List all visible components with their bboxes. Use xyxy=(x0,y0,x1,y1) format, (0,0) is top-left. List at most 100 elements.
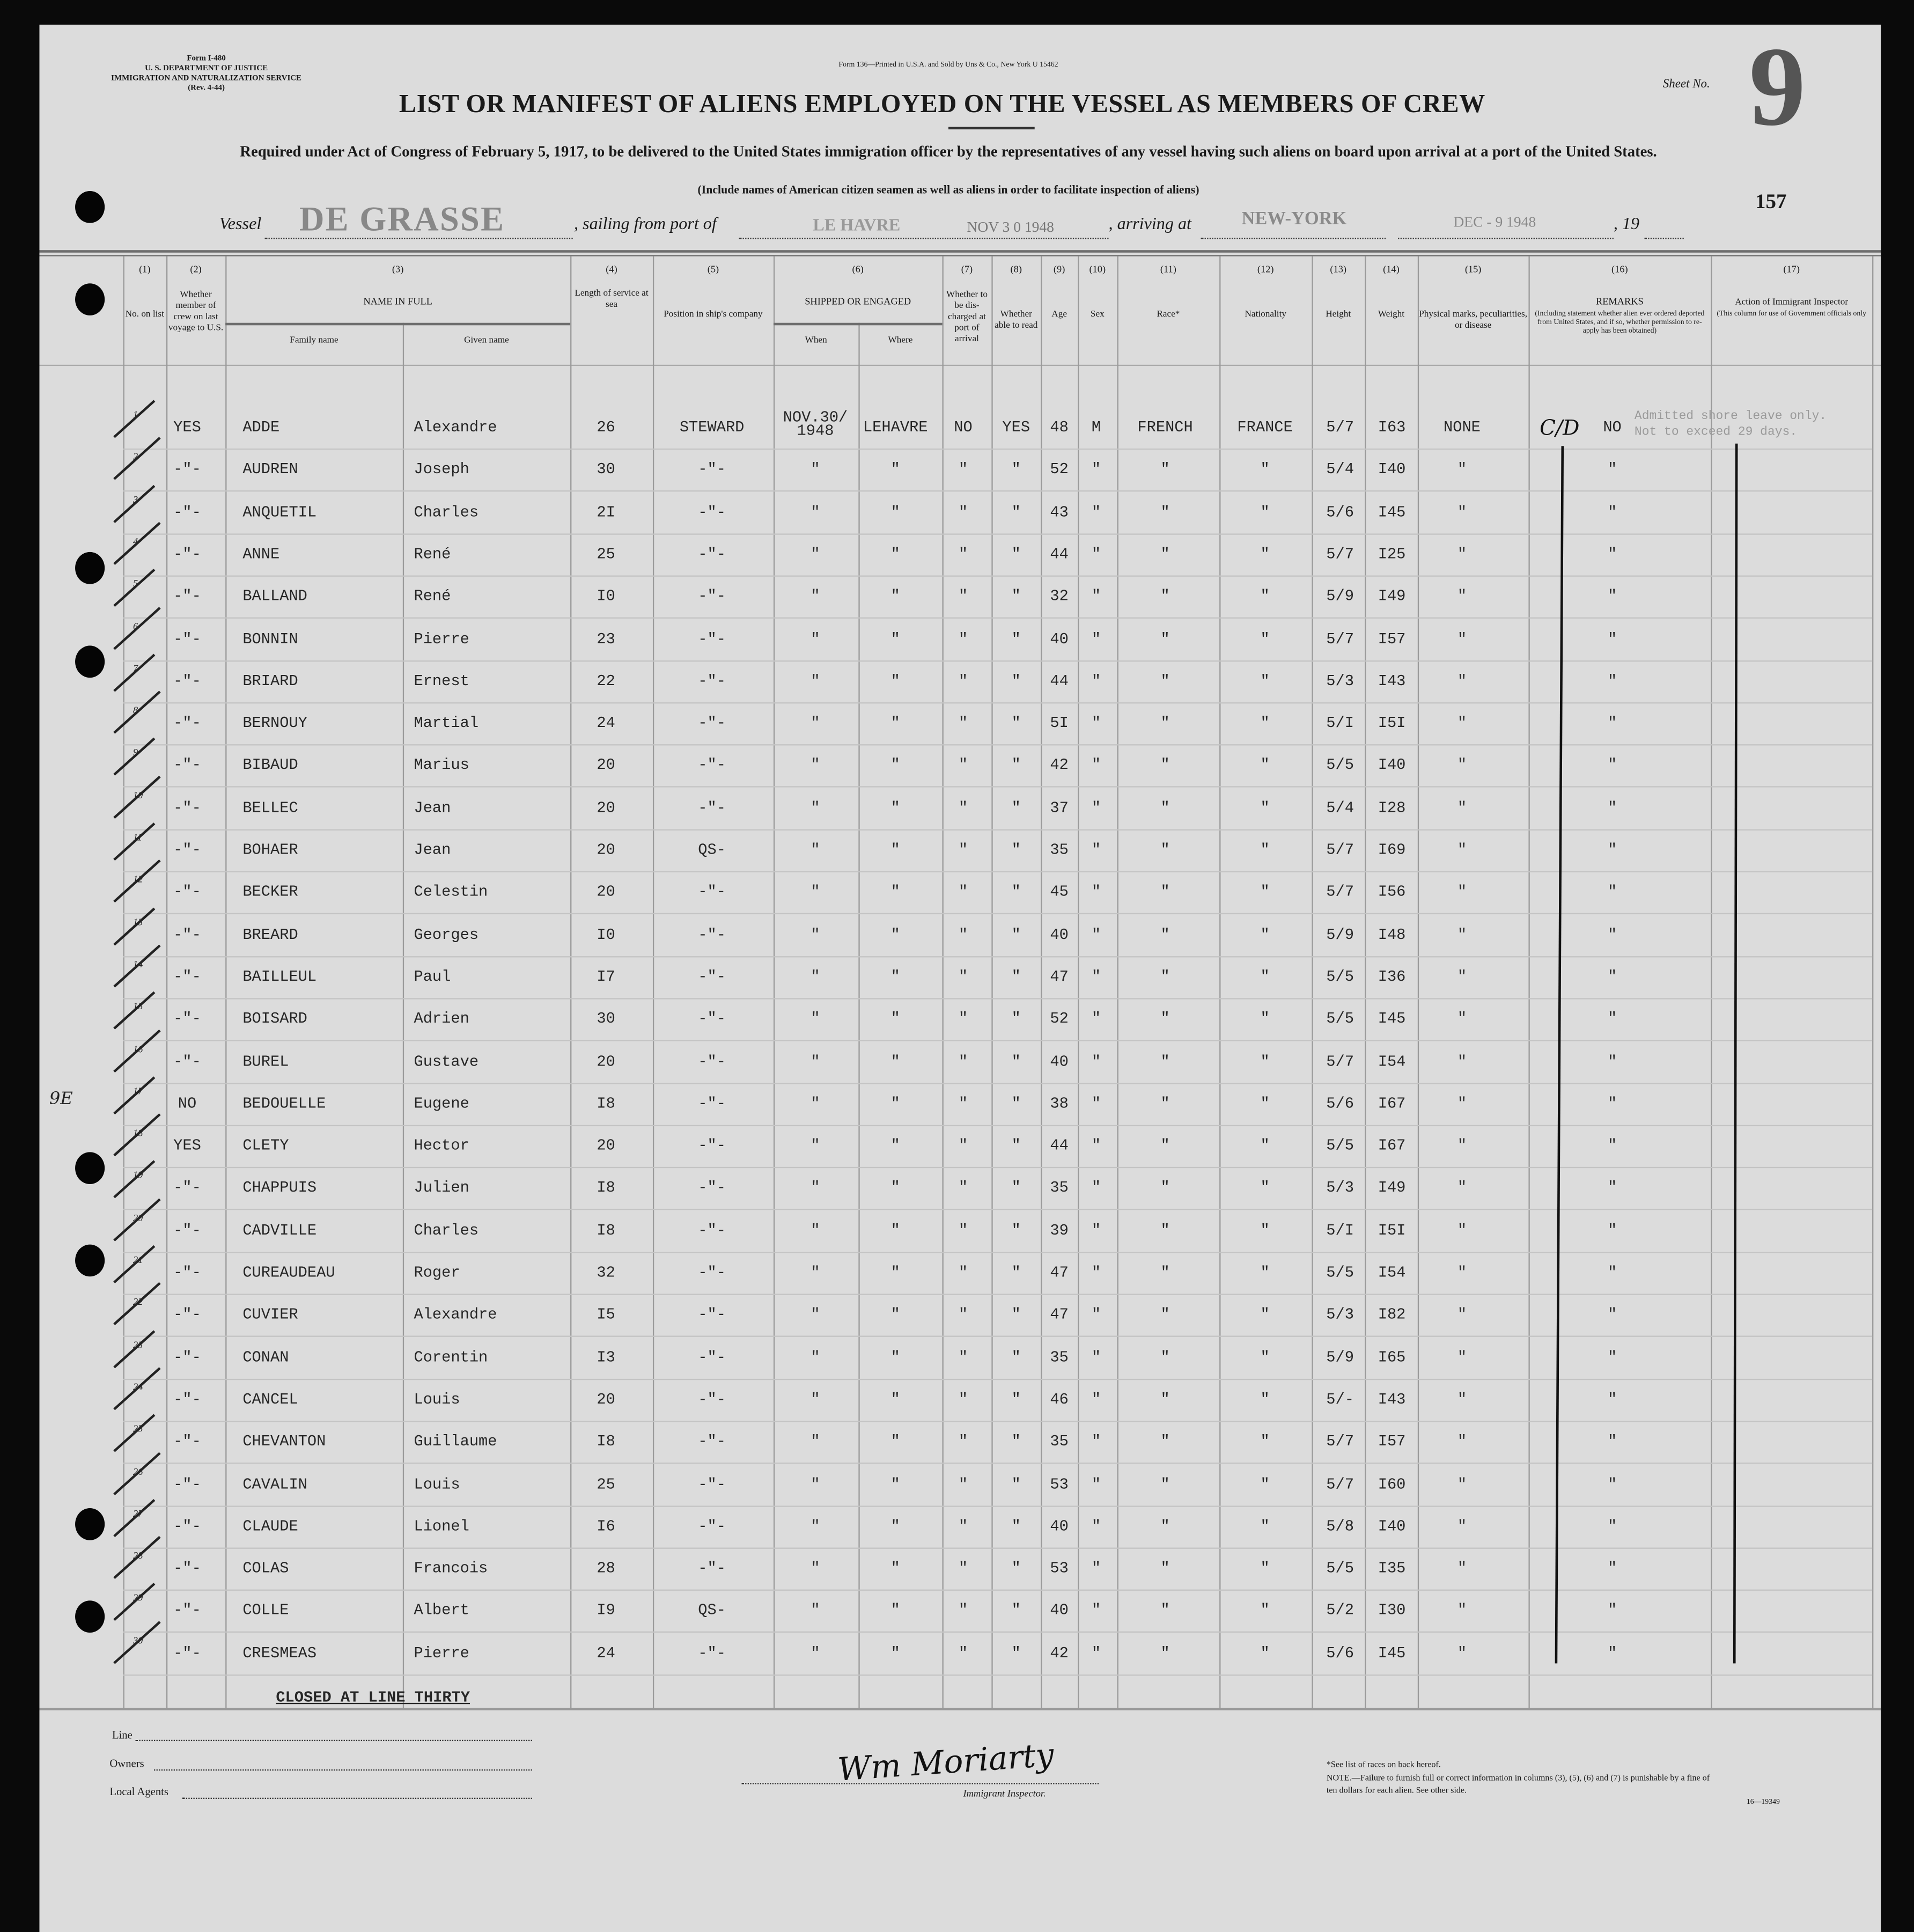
row-rule xyxy=(123,1209,1873,1211)
cell-physical-marks: " xyxy=(1457,1010,1467,1028)
cell-nationality: " xyxy=(1260,1644,1270,1662)
cell-remarks: " xyxy=(1607,1053,1617,1070)
cell-remarks: " xyxy=(1607,630,1617,648)
column-header-label: Position in ship's company xyxy=(664,308,763,319)
cell-physical-marks: " xyxy=(1457,587,1467,606)
cell-age: 46 xyxy=(1050,1391,1069,1408)
cell-shipped-where: " xyxy=(890,587,900,606)
cell-crew-last-voyage: -"- xyxy=(173,757,201,775)
cell-weight: I57 xyxy=(1378,630,1406,648)
cell-no-on-list: 13 xyxy=(132,916,143,928)
cell-able-to-read: " xyxy=(1011,1391,1021,1408)
cell-shipped-when: " xyxy=(811,1391,820,1408)
row-rule xyxy=(123,1674,1873,1676)
cell-position: -"- xyxy=(698,587,726,606)
signature-line xyxy=(741,1783,1099,1784)
local-agents-label: Local Agents xyxy=(109,1785,168,1798)
cell-shipped-when: " xyxy=(811,546,820,563)
cell-sex: " xyxy=(1091,1560,1101,1577)
local-agents-field[interactable] xyxy=(182,1797,532,1799)
punch-hole xyxy=(75,645,105,678)
column-header-label: Height xyxy=(1326,308,1351,319)
cell-family-name: CUVIER xyxy=(242,1306,298,1324)
cell-weight: I57 xyxy=(1378,1433,1406,1451)
cell-nationality: " xyxy=(1260,715,1270,732)
cell-length-of-service: 22 xyxy=(597,672,615,690)
cell-to-be-discharged: " xyxy=(958,1475,968,1493)
cell-no-on-list: 2 xyxy=(132,451,138,462)
cell-age: 40 xyxy=(1050,1053,1069,1070)
column-header-note: (Including statement whether alien ever … xyxy=(1535,310,1705,335)
column-header-note: (This column for use of Government offic… xyxy=(1717,310,1867,318)
cell-no-on-list: 1 xyxy=(132,409,138,421)
departure-port: LE HAVRE xyxy=(813,217,901,236)
vessel-line xyxy=(264,238,573,239)
cell-family-name: CHAPPUIS xyxy=(242,1179,317,1197)
cell-height: 5/- xyxy=(1326,1391,1354,1408)
line-field[interactable] xyxy=(135,1739,532,1742)
cell-remarks: " xyxy=(1607,799,1617,817)
cell-shipped-when: " xyxy=(811,1010,820,1028)
cell-shipped-when: " xyxy=(811,1264,820,1282)
cell-height: 5/3 xyxy=(1326,1306,1354,1324)
cell-no-on-list: 15 xyxy=(132,1001,143,1012)
cell-age: 44 xyxy=(1050,546,1069,563)
column-number: (7) xyxy=(961,263,973,275)
cell-to-be-discharged: " xyxy=(958,884,968,901)
cell-remarks: " xyxy=(1607,1095,1617,1113)
column-divider xyxy=(123,256,124,1708)
cell-no-on-list: 11 xyxy=(132,832,142,843)
cell-given-name: René xyxy=(414,587,451,606)
cell-nationality: " xyxy=(1260,799,1270,817)
form-agency-block: Form I-480 U. S. DEPARTMENT OF JUSTICE I… xyxy=(92,54,320,93)
cell-physical-marks: " xyxy=(1457,1179,1467,1197)
cell-given-name: Paul xyxy=(414,968,451,986)
cell-sex: " xyxy=(1091,1179,1101,1197)
cell-height: 5/4 xyxy=(1326,461,1354,479)
cell-nationality: " xyxy=(1260,1053,1270,1070)
cell-length-of-service: 30 xyxy=(597,461,615,479)
cell-no-on-list: 5 xyxy=(132,578,138,590)
cell-length-of-service: I0 xyxy=(597,587,615,606)
cell-crew-last-voyage: YES xyxy=(173,1137,201,1155)
cell-able-to-read: " xyxy=(1011,799,1021,817)
cell-to-be-discharged: " xyxy=(958,503,968,521)
owners-field[interactable] xyxy=(154,1769,532,1771)
cell-position: STEWARD xyxy=(679,418,745,436)
cell-to-be-discharged: " xyxy=(958,630,968,648)
cell-nationality: " xyxy=(1260,1306,1270,1324)
cell-height: 5/4 xyxy=(1326,799,1354,817)
cell-family-name: CONAN xyxy=(242,1348,289,1366)
cell-position: -"- xyxy=(698,1264,726,1282)
cell-race: " xyxy=(1160,461,1170,479)
cell-weight: I5I xyxy=(1378,1222,1406,1239)
cell-shipped-where: " xyxy=(890,1306,900,1324)
row-rule xyxy=(123,490,1873,493)
cell-given-name: Alexandre xyxy=(414,1306,497,1324)
cell-weight: I63 xyxy=(1378,418,1406,436)
cell-able-to-read: " xyxy=(1011,672,1021,690)
cell-length-of-service: I8 xyxy=(597,1222,615,1239)
cell-nationality: " xyxy=(1260,1475,1270,1493)
penalty-note: NOTE.—Failure to furnish full or correct… xyxy=(1326,1773,1710,1796)
column-number: (4) xyxy=(606,263,617,275)
action-note-line-2: Not to exceed 29 days. xyxy=(1634,426,1798,440)
row-rule xyxy=(123,956,1873,957)
cell-no-on-list: 30 xyxy=(132,1634,143,1646)
cell-shipped-when: " xyxy=(811,1517,820,1536)
cell-height: 5/7 xyxy=(1326,1433,1354,1451)
cell-sex: " xyxy=(1091,884,1101,901)
cell-height: 5/5 xyxy=(1326,968,1354,986)
cell-weight: I60 xyxy=(1378,1475,1406,1493)
row-rule xyxy=(123,997,1873,1000)
cell-shipped-when: " xyxy=(811,1348,820,1366)
cell-remarks: " xyxy=(1607,587,1617,606)
cell-nationality: " xyxy=(1260,841,1270,859)
cell-able-to-read: " xyxy=(1011,1602,1021,1620)
cell-to-be-discharged: " xyxy=(958,1348,968,1366)
cell-race: " xyxy=(1160,1391,1170,1408)
cell-age: 47 xyxy=(1050,1306,1069,1324)
cell-weight: I67 xyxy=(1378,1137,1406,1155)
cell-position: -"- xyxy=(698,1306,726,1324)
cell-no-on-list: 28 xyxy=(132,1550,143,1562)
